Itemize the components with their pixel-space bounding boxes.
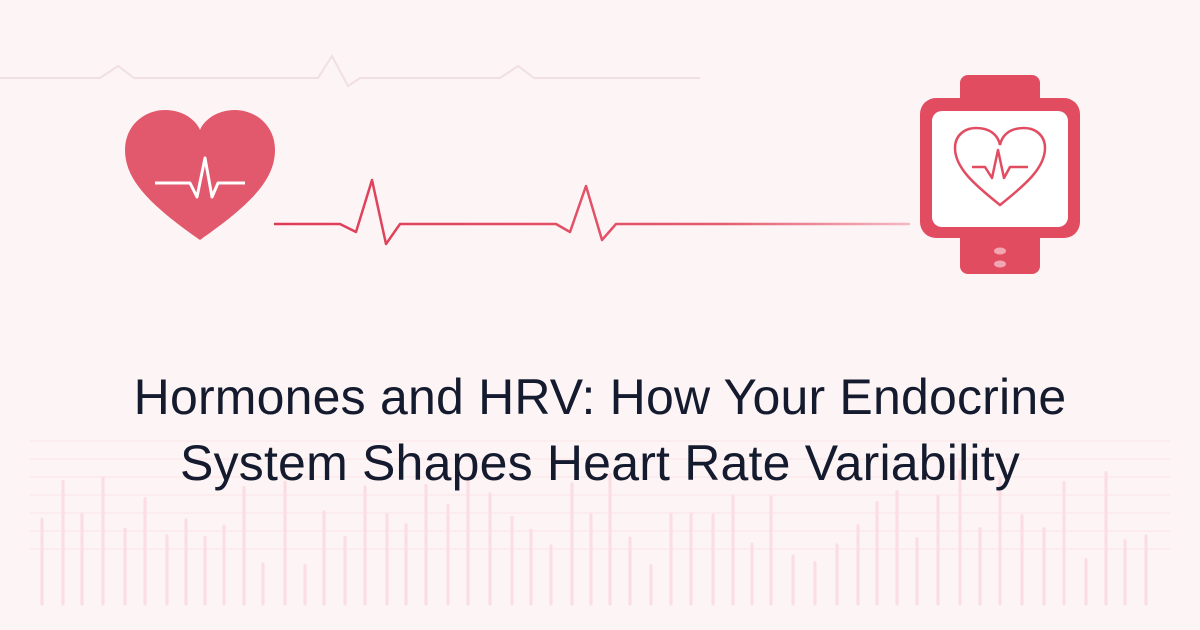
heart-ecg-icon xyxy=(125,110,275,240)
page-title: Hormones and HRV: How Your Endocrine Sys… xyxy=(0,364,1200,496)
smartwatch-heart-icon xyxy=(920,75,1080,274)
bar-grid xyxy=(30,440,1170,550)
ecg-line xyxy=(274,178,910,246)
faint-ecg-line xyxy=(0,54,700,88)
title-line-2: System Shapes Heart Rate Variability xyxy=(180,435,1020,491)
title-line-1: Hormones and HRV: How Your Endocrine xyxy=(133,369,1067,425)
decorative-bars xyxy=(40,469,1148,606)
